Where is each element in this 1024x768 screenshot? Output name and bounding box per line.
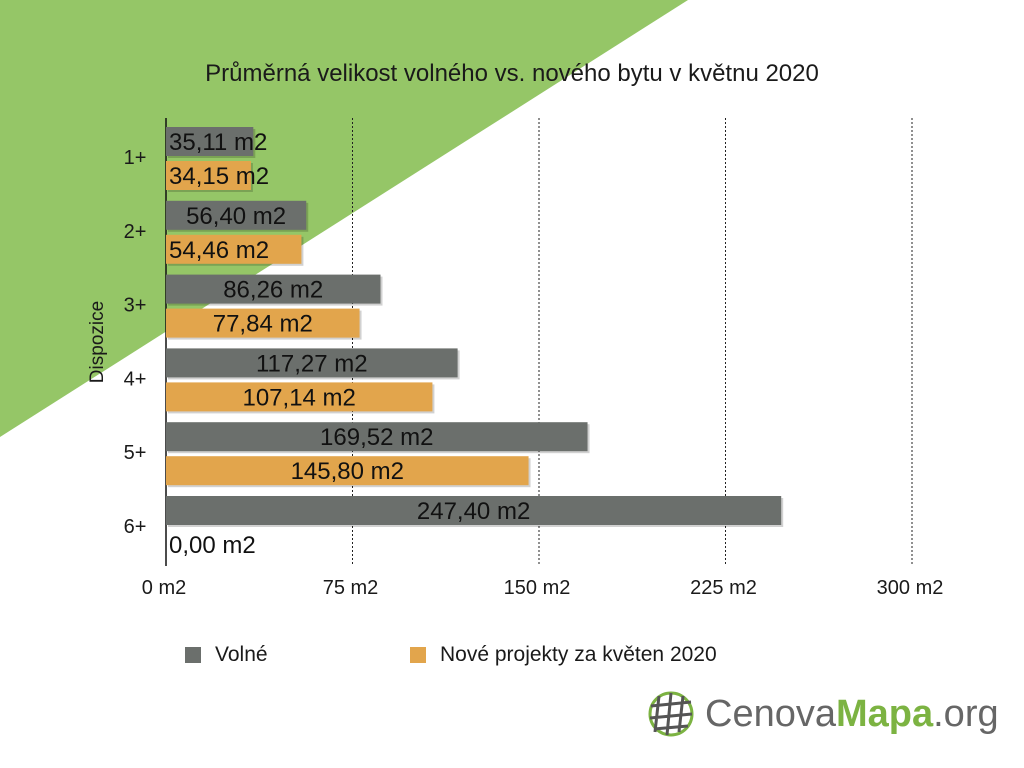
logo-part2: Mapa [835, 692, 934, 735]
bar-volne [166, 496, 782, 525]
data-label: 117,27 m2 [256, 350, 368, 377]
logo-part1: Cenova [705, 692, 836, 735]
x-tick-label: 75 m2 [323, 577, 379, 599]
category-label: 6+ [124, 516, 147, 538]
data-label: 0,00 m2 [169, 532, 256, 559]
bar-nove [166, 456, 529, 486]
y-axis-label: Dispozice [87, 301, 108, 383]
category-label: 1+ [124, 147, 147, 169]
cenovamapa-logo: CenovaMapa.org [645, 688, 999, 740]
bar-nove [166, 161, 251, 190]
x-tick-label: 0 m2 [142, 577, 186, 599]
legend-item-volne: Volné [185, 643, 268, 667]
chart-title: Průměrná velikost volného vs. nového byt… [205, 60, 819, 87]
data-label: 35,11 m2 [169, 129, 267, 156]
x-tick-label: 225 m2 [690, 577, 757, 599]
data-label: 54,46 m2 [169, 237, 269, 264]
data-label: 145,80 m2 [291, 458, 404, 485]
data-label: 247,40 m2 [417, 498, 530, 525]
globe-icon [648, 691, 694, 737]
legend-swatch-volne [185, 647, 201, 663]
data-label: 77,84 m2 [213, 311, 313, 338]
bar-volne [166, 274, 381, 304]
bar-nove [166, 308, 360, 338]
legend-label-volne: Volné [215, 643, 268, 666]
bar-nove [166, 234, 302, 264]
x-tick-label: 300 m2 [877, 577, 944, 599]
legend-item-nove: Nové projekty za květen 2020 [410, 643, 717, 667]
logo-text: CenovaMapa.org [705, 693, 999, 736]
logo-part3: .org [933, 692, 999, 735]
bar-volne [166, 348, 458, 378]
category-label: 2+ [124, 221, 147, 243]
category-label: 3+ [124, 295, 147, 317]
legend-swatch-nove [410, 647, 426, 663]
bar-volne [166, 127, 254, 156]
legend-label-nove: Nové projekty za květen 2020 [440, 643, 717, 666]
data-label: 86,26 m2 [223, 277, 323, 304]
data-label: 169,52 m2 [320, 424, 433, 451]
bar-nove [166, 382, 433, 412]
x-tick-label: 150 m2 [504, 577, 571, 599]
data-label: 56,40 m2 [186, 203, 286, 230]
data-label: 107,14 m2 [242, 384, 355, 411]
category-label: 5+ [124, 442, 147, 464]
bar-volne [166, 422, 588, 452]
category-label: 4+ [124, 368, 147, 390]
bar-chart: 0 m2 75 m2 150 m2 225 m2 300 m2 Dispozice 1+ 35… [87, 118, 944, 599]
data-label: 34,15 m2 [169, 163, 269, 190]
bar-volne [166, 200, 307, 230]
